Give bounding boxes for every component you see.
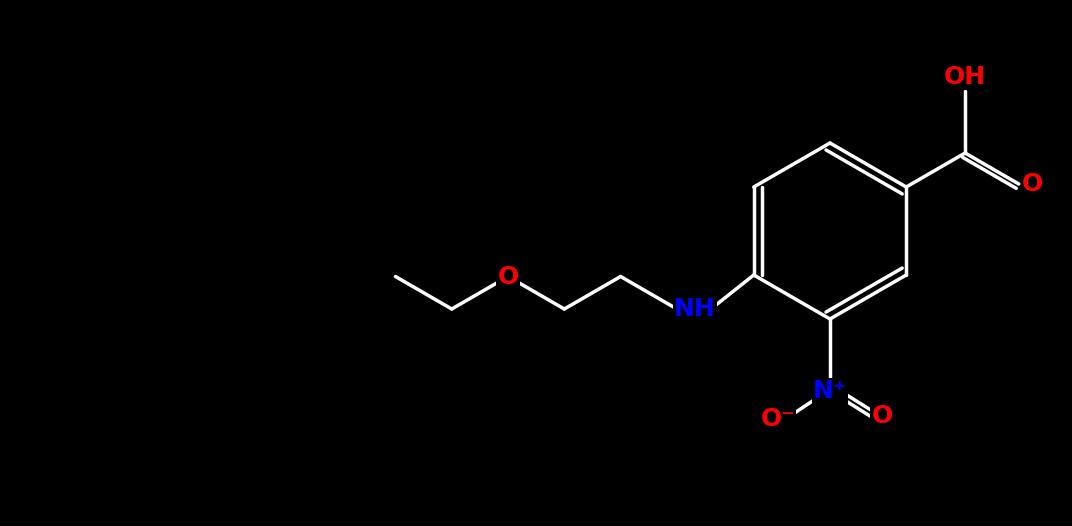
Text: O⁻: O⁻ <box>761 407 795 431</box>
Text: NH: NH <box>674 297 716 321</box>
Text: OH: OH <box>944 65 986 89</box>
Text: N⁺: N⁺ <box>813 379 847 403</box>
Text: O: O <box>872 404 893 428</box>
Text: O: O <box>497 265 519 288</box>
Text: O: O <box>1023 172 1043 196</box>
